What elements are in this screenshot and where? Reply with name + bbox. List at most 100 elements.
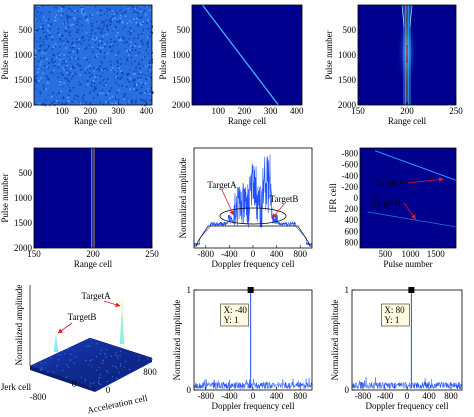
p1-noise-cell bbox=[77, 10, 79, 12]
p2-ylabel: Pulse number bbox=[158, 30, 168, 79]
p1-noise-cell bbox=[44, 35, 47, 38]
p7-texture-cell bbox=[90, 378, 92, 380]
p7-texture-cell bbox=[38, 362, 41, 365]
p1-noise-cell bbox=[48, 45, 50, 48]
p1-noise-cell bbox=[106, 52, 109, 55]
p1-noise-cell bbox=[83, 81, 86, 83]
p1-noise-cell bbox=[76, 29, 79, 31]
p1-noise-cell bbox=[101, 42, 103, 45]
p7-texture-cell bbox=[99, 367, 101, 369]
p1-noise-cell bbox=[64, 43, 66, 46]
p1-noise-cell bbox=[126, 22, 129, 25]
p7-ylabel: Jerk cell bbox=[1, 382, 32, 392]
p7-texture-cell bbox=[129, 371, 131, 374]
p1-noise-cell bbox=[124, 103, 127, 106]
p1-noise-cell bbox=[83, 9, 85, 12]
p1-noise-cell bbox=[76, 15, 78, 18]
p9-xtick-label: -400 bbox=[377, 391, 394, 401]
p7-texture-cell bbox=[84, 378, 87, 380]
p2-target-trace bbox=[201, 4, 279, 106]
p1-noise-cell bbox=[72, 65, 74, 67]
p1-noise-cell bbox=[99, 82, 101, 84]
p7-texture-cell bbox=[128, 368, 130, 370]
p1-noise-cell bbox=[137, 25, 139, 27]
p7-texture-cell bbox=[126, 361, 129, 363]
p1-noise-cell bbox=[122, 38, 124, 41]
p1-noise-cell bbox=[88, 44, 91, 47]
p7-texture-cell bbox=[90, 358, 93, 361]
p1-noise-cell bbox=[51, 96, 53, 98]
p1-noise-cell bbox=[148, 94, 150, 97]
p1-noise-cell bbox=[35, 82, 38, 84]
p7-texture-cell bbox=[116, 355, 119, 357]
p1-noise-cell bbox=[145, 91, 147, 93]
p7-texture-cell bbox=[65, 352, 67, 354]
p1-noise-cell bbox=[148, 65, 150, 67]
p1-noise-cell bbox=[58, 56, 60, 59]
p7-texture-cell bbox=[90, 338, 92, 341]
p6-ylabel: IFR cell bbox=[328, 183, 338, 213]
p7-texture-cell bbox=[114, 365, 116, 368]
p1-noise-cell bbox=[63, 68, 65, 71]
p1-noise-cell bbox=[42, 5, 44, 7]
p1-noise-cell bbox=[66, 18, 69, 21]
p1-noise-cell bbox=[78, 101, 80, 104]
p1-noise-cell bbox=[58, 34, 61, 36]
p1-noise-cell bbox=[112, 44, 115, 47]
p1-noise-cell bbox=[62, 40, 64, 43]
p7-texture-cell bbox=[79, 358, 81, 360]
p1-noise-group bbox=[34, 5, 154, 107]
p1-noise-cell bbox=[58, 45, 61, 48]
p1-noise-cell bbox=[77, 99, 79, 101]
p1-noise-cell bbox=[137, 64, 139, 67]
p1-noise-cell bbox=[67, 65, 70, 68]
p1-noise-cell bbox=[147, 89, 149, 92]
p1-noise-cell bbox=[39, 37, 42, 40]
p1-noise-cell bbox=[68, 74, 71, 76]
p1-noise-cell bbox=[90, 32, 92, 35]
p7-texture-cell bbox=[67, 352, 69, 354]
p1-noise-cell bbox=[103, 31, 106, 34]
p1-noise-cell bbox=[37, 68, 40, 70]
p7-texture-cell bbox=[58, 359, 60, 361]
p1-noise-cell bbox=[65, 47, 67, 50]
p1-noise-cell bbox=[54, 61, 56, 63]
p1-noise-cell bbox=[92, 38, 94, 40]
p7-texture-cell bbox=[89, 357, 91, 360]
p1-noise-cell bbox=[108, 90, 110, 93]
p1-noise-cell bbox=[110, 87, 113, 89]
p1-noise-cell bbox=[150, 63, 153, 65]
p8-datatip-x: X: -40 bbox=[224, 305, 248, 315]
p1-noise-cell bbox=[53, 96, 55, 99]
p1-noise-cell bbox=[111, 30, 114, 32]
p1-noise-cell bbox=[147, 40, 149, 43]
p1-noise-cell bbox=[65, 21, 68, 24]
p1-noise-cell bbox=[100, 31, 103, 33]
p1-noise-cell bbox=[80, 5, 83, 7]
p1-noise-cell bbox=[114, 102, 117, 104]
p1-noise-cell bbox=[124, 47, 127, 50]
p9-ytick-label: 1 bbox=[345, 285, 350, 295]
p1-noise-cell bbox=[139, 92, 141, 94]
p1-noise-cell bbox=[147, 6, 150, 9]
p1-noise-cell bbox=[106, 28, 109, 30]
p1-noise-cell bbox=[74, 25, 77, 28]
p1-noise-cell bbox=[137, 34, 140, 36]
p1-noise-cell bbox=[96, 84, 99, 87]
p1-noise-cell bbox=[106, 24, 108, 27]
p1-noise-cell bbox=[38, 41, 41, 43]
p1-noise-cell bbox=[63, 59, 65, 62]
p1-noise-cell bbox=[135, 98, 138, 100]
p1-noise-cell bbox=[141, 13, 144, 16]
p1-noise-cell bbox=[72, 23, 74, 26]
p7-texture-cell bbox=[119, 365, 122, 367]
p1-noise-cell bbox=[117, 77, 119, 79]
p1-ytick-label: 2000 bbox=[14, 100, 33, 110]
p1-noise-cell bbox=[131, 46, 134, 48]
p1-noise-cell bbox=[144, 91, 146, 94]
p7-texture-cell bbox=[114, 359, 116, 361]
p1-noise-cell bbox=[129, 49, 132, 51]
p1-noise-cell bbox=[110, 43, 113, 45]
p1-noise-cell bbox=[39, 45, 41, 48]
